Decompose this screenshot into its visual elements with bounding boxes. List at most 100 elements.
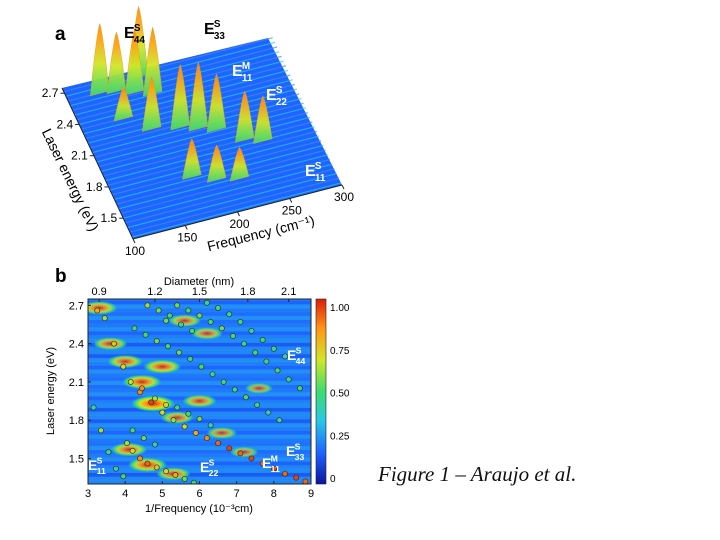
data-point xyxy=(138,385,145,392)
heatmap-hot-spot xyxy=(122,374,162,390)
data-point xyxy=(163,317,169,324)
spectrum-row xyxy=(105,126,315,182)
peak-label: E S22 xyxy=(266,85,287,108)
data-point xyxy=(226,445,233,452)
heatmap-band xyxy=(88,373,311,378)
heatmap-band xyxy=(88,350,311,355)
data-point xyxy=(293,474,300,481)
spectrum-peak xyxy=(253,95,273,144)
transition-label-sup: S xyxy=(209,458,215,468)
colorbar-tick-label: 0.50 xyxy=(330,389,350,400)
heatmap-hot-spot xyxy=(168,314,202,327)
heatmap-hot-spot xyxy=(110,442,148,457)
heatmap-band xyxy=(88,357,311,363)
heatmap-band xyxy=(88,449,311,454)
frequency-axis-label: Frequency (cm⁻¹) xyxy=(205,212,316,254)
heatmap-band xyxy=(88,472,311,477)
heatmap-hot-spot xyxy=(190,327,223,340)
data-point xyxy=(248,327,255,334)
spectrum-row xyxy=(70,51,280,107)
heatmap-band xyxy=(88,461,311,466)
data-point xyxy=(137,455,143,462)
panel-b: b 3 4 5 6 7 8 9 1.5 1.8 2.1 2.4 2.7 0.9 1.2 1.5 1.8 2.… xyxy=(45,266,350,515)
frequency-tick xyxy=(132,238,136,244)
heatmap-band xyxy=(88,411,311,416)
data-point xyxy=(144,302,151,309)
peak-label-sub: 33 xyxy=(214,31,226,42)
energy-tick-label: 1.5 xyxy=(101,211,118,225)
data-point xyxy=(285,376,292,383)
peak-label-sup: S xyxy=(214,19,221,30)
heatmap-hot-spot xyxy=(107,354,143,369)
frequency-tick-label: 100 xyxy=(125,244,145,258)
panel-b-letter: b xyxy=(55,266,67,287)
diameter-axis-label: Diameter (nm) xyxy=(164,276,234,288)
peak-label: E S44 xyxy=(124,23,145,46)
spectrum-peak xyxy=(170,63,190,131)
data-point xyxy=(174,404,181,411)
spectrum-peak xyxy=(182,138,202,180)
heatmap-hot-spot xyxy=(143,359,182,374)
data-point xyxy=(282,470,288,477)
data-point xyxy=(192,430,199,436)
transition-label-text: E xyxy=(287,347,296,363)
data-point xyxy=(252,349,259,356)
data-point xyxy=(181,475,188,482)
diameter-tick-label: 2.1 xyxy=(281,286,296,298)
spectrum-row xyxy=(127,172,337,229)
heatmap-hot-spot xyxy=(206,427,238,439)
data-point xyxy=(172,472,179,479)
spectrum-row xyxy=(83,79,293,135)
spectrum-peak xyxy=(234,90,255,143)
data-point xyxy=(98,427,104,434)
heatmap-hot-spot xyxy=(182,394,217,408)
transition-label-text: E xyxy=(88,457,97,473)
data-point xyxy=(248,455,255,462)
data-point xyxy=(259,460,266,467)
spectrum-row xyxy=(85,83,295,140)
frequency-tick xyxy=(237,211,240,217)
spectrum-peak xyxy=(90,22,110,97)
spectrum-peak xyxy=(124,28,145,96)
heatmap-band xyxy=(88,434,311,439)
data-point xyxy=(129,447,136,454)
inverse-frequency-tick-label: 6 xyxy=(196,488,202,500)
data-point xyxy=(90,404,97,411)
data-point xyxy=(153,464,160,471)
data-point xyxy=(164,343,171,350)
heatmap-band xyxy=(88,468,311,474)
heatmap-band xyxy=(88,376,311,382)
inverse-frequency-axis-label: 1/Frequency (10⁻³cm) xyxy=(145,503,253,515)
inverse-frequency-tick-label: 5 xyxy=(159,488,165,500)
data-point xyxy=(190,479,197,484)
data-point xyxy=(259,336,266,343)
peak-label-sub: 11 xyxy=(315,173,326,184)
transition-label: E S33 xyxy=(286,442,305,463)
spectrum-peak xyxy=(206,144,227,183)
peak-label: E S33 xyxy=(204,19,225,42)
transition-label-sub: 11 xyxy=(271,464,280,474)
energy-ticks: 1.5 1.8 2.1 2.4 2.7 xyxy=(42,86,124,225)
data-point xyxy=(111,340,117,347)
heatmap-band xyxy=(88,300,311,305)
data-point xyxy=(209,371,216,378)
spectrum-peak xyxy=(229,146,250,182)
data-point xyxy=(198,363,205,370)
frequency-tick-label: 250 xyxy=(282,204,302,218)
spectrum-row xyxy=(120,158,331,215)
data-point xyxy=(218,325,225,332)
diameter-tick-label: 1.8 xyxy=(240,286,255,298)
peak-label: E S11 xyxy=(305,161,326,184)
transition-label-text: E xyxy=(286,443,295,459)
data-point xyxy=(265,409,272,416)
data-point xyxy=(181,423,188,430)
heatmap-band xyxy=(88,453,311,458)
data-point xyxy=(254,401,261,408)
data-point xyxy=(207,422,214,429)
spectrum-row xyxy=(96,107,306,163)
data-point xyxy=(163,468,169,475)
transition-label: E M11 xyxy=(262,454,280,475)
data-point xyxy=(131,325,138,332)
energy-tick-label: 2.1 xyxy=(71,149,88,163)
